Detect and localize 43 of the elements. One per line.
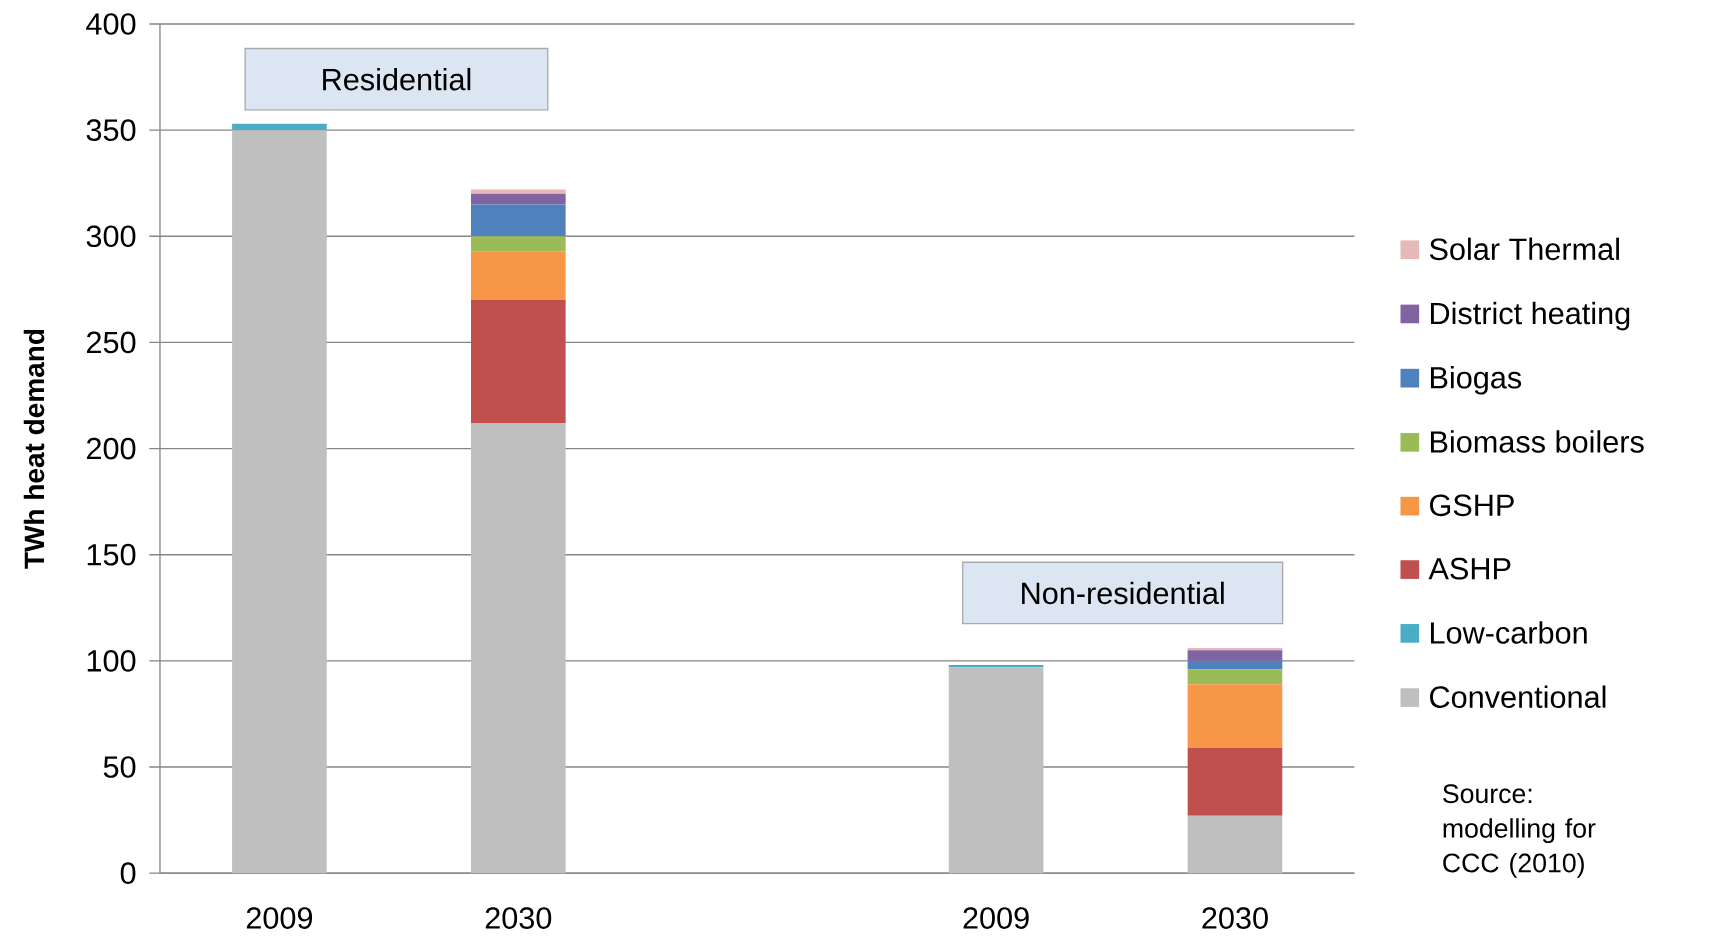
y-tick-label: 0: [120, 862, 136, 884]
y-tick-label: 50: [103, 756, 136, 778]
bar: [470, 423, 566, 874]
bar: [1187, 815, 1283, 874]
bar: [232, 130, 327, 874]
x-tick-label: 2009: [963, 907, 1029, 929]
y-tick-label: 250: [86, 331, 136, 354]
source-note: Source: modelling for CCC (2010): [1443, 784, 1596, 878]
bar: [1187, 650, 1283, 661]
bar: [948, 667, 1044, 874]
legend-label: Low-carbon: [1430, 621, 1587, 644]
legend-label: ASHP: [1428, 557, 1511, 580]
y-tick-label: 150: [87, 543, 136, 566]
bar: [470, 299, 566, 424]
bar: [470, 204, 566, 237]
x-tick-label: 2030: [1202, 907, 1268, 929]
legend-label: Biomass boilers: [1430, 430, 1644, 453]
bar: [470, 189, 566, 194]
y-tick-label: 300: [86, 225, 136, 248]
bar: [232, 123, 327, 131]
x-tick-label: 2009: [246, 907, 313, 929]
x-tick-label: 2030: [485, 907, 552, 929]
bar: [1187, 669, 1283, 685]
y-axis-title: TWh heat demand: [23, 329, 45, 569]
bar: [470, 251, 566, 300]
bar: [1187, 648, 1283, 651]
annotation: Non-residential: [1022, 581, 1224, 605]
annotation: Residential: [323, 67, 471, 91]
legend-label: District heating: [1430, 301, 1630, 331]
legend-label: Biogas: [1430, 365, 1522, 395]
bar: [1187, 660, 1283, 670]
legend-label: GSHP: [1430, 494, 1514, 517]
bar: [948, 665, 1044, 668]
bar: [470, 236, 566, 252]
y-tick-label: 350: [86, 119, 136, 141]
bar: [1187, 684, 1283, 748]
y-tick-label: 200: [86, 437, 136, 460]
bar: [1187, 747, 1283, 816]
y-tick-label: 100: [87, 649, 136, 672]
legend-label: Conventional: [1430, 685, 1606, 708]
y-tick-label: 400: [86, 13, 136, 35]
bar: [470, 193, 566, 205]
legend-label: Solar Thermal: [1429, 237, 1619, 261]
